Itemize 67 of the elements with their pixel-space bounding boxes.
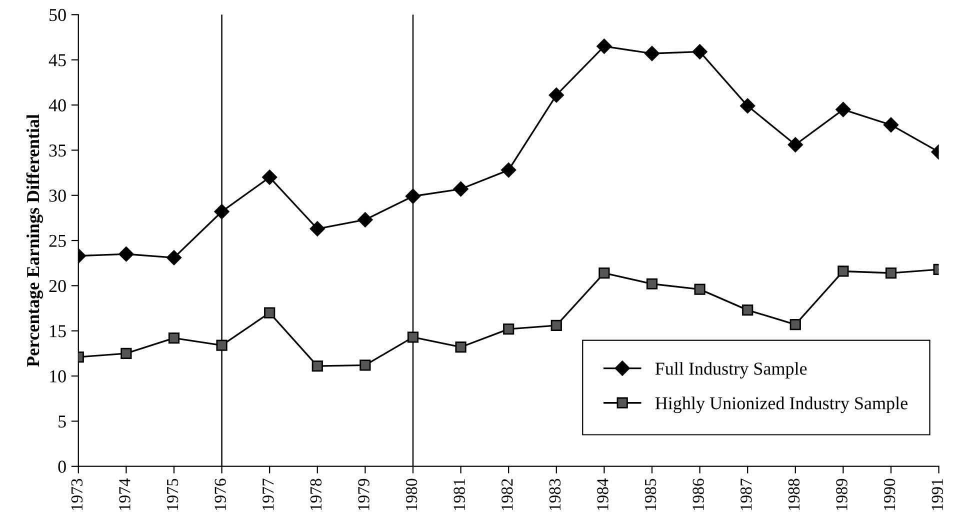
- x-tick-label: 1989: [836, 478, 848, 510]
- point: [596, 38, 612, 54]
- point: [360, 360, 371, 371]
- point: [118, 246, 134, 262]
- point: [790, 318, 801, 330]
- legend-label: Full Industry Sample: [655, 362, 807, 378]
- y-tick-label: 40: [48, 99, 66, 112]
- point: [694, 284, 706, 295]
- point: [216, 340, 228, 351]
- point: [262, 170, 278, 185]
- point: [788, 137, 803, 152]
- point: [742, 304, 754, 316]
- y-tick-label: 50: [50, 8, 66, 22]
- x-tick-label: 1991: [932, 479, 943, 510]
- point: [503, 323, 514, 335]
- point: [836, 102, 851, 118]
- point: [883, 117, 899, 132]
- y-tick-label: 35: [49, 144, 66, 157]
- x-tick-label: 1979: [358, 478, 370, 510]
- x-tick-label: 1990: [884, 478, 896, 510]
- point: [646, 278, 658, 290]
- point: [168, 332, 180, 344]
- x-tick-label: 1978: [310, 478, 322, 510]
- x-tick-label: 1977: [262, 478, 274, 510]
- x-tick-label: 1984: [597, 478, 608, 510]
- x-tick-label: 1986: [692, 478, 704, 510]
- point: [405, 188, 421, 204]
- point: [740, 98, 756, 114]
- y-tick-label: 30: [49, 190, 66, 202]
- point: [550, 320, 562, 331]
- point: [885, 267, 897, 279]
- x-tick-label: 1988: [788, 478, 800, 510]
- y-tick-label: 0: [58, 460, 66, 473]
- x-tick-label: 1973: [71, 478, 83, 510]
- x-tick-label: 1987: [740, 478, 752, 510]
- point: [358, 212, 373, 228]
- point: [214, 204, 230, 220]
- point: [407, 332, 419, 343]
- y-tick-label: 15: [50, 325, 66, 338]
- point: [264, 307, 276, 318]
- x-tick-label: 1980: [406, 478, 418, 510]
- point: [548, 88, 564, 103]
- y-tick-label: 25: [49, 234, 66, 247]
- x-tick-label: 1981: [454, 479, 465, 510]
- point: [501, 162, 516, 178]
- point: [312, 360, 323, 372]
- legend-label: Highly Unionized Industry Sample: [655, 396, 908, 414]
- point: [310, 221, 325, 236]
- point: [692, 44, 708, 60]
- point: [166, 250, 182, 266]
- y-tick-label: 5: [58, 416, 66, 428]
- y-tick-label: 10: [50, 370, 66, 382]
- point: [455, 342, 466, 353]
- x-tick-label: 1982: [502, 479, 513, 510]
- point: [838, 266, 849, 277]
- x-tick-label: 1974: [119, 478, 130, 510]
- y-axis-title: Percentage Earnings Differential: [26, 114, 43, 367]
- point: [120, 348, 132, 359]
- x-tick-label: 1976: [214, 478, 226, 510]
- point: [598, 267, 610, 279]
- x-tick-label: 1975: [166, 478, 178, 510]
- x-tick-label: 1985: [644, 478, 656, 510]
- y-tick-label: 45: [48, 54, 66, 66]
- x-tick-label: 1983: [549, 478, 561, 510]
- y-tick-label: 20: [49, 280, 66, 292]
- point: [453, 181, 468, 197]
- point: [644, 46, 660, 62]
